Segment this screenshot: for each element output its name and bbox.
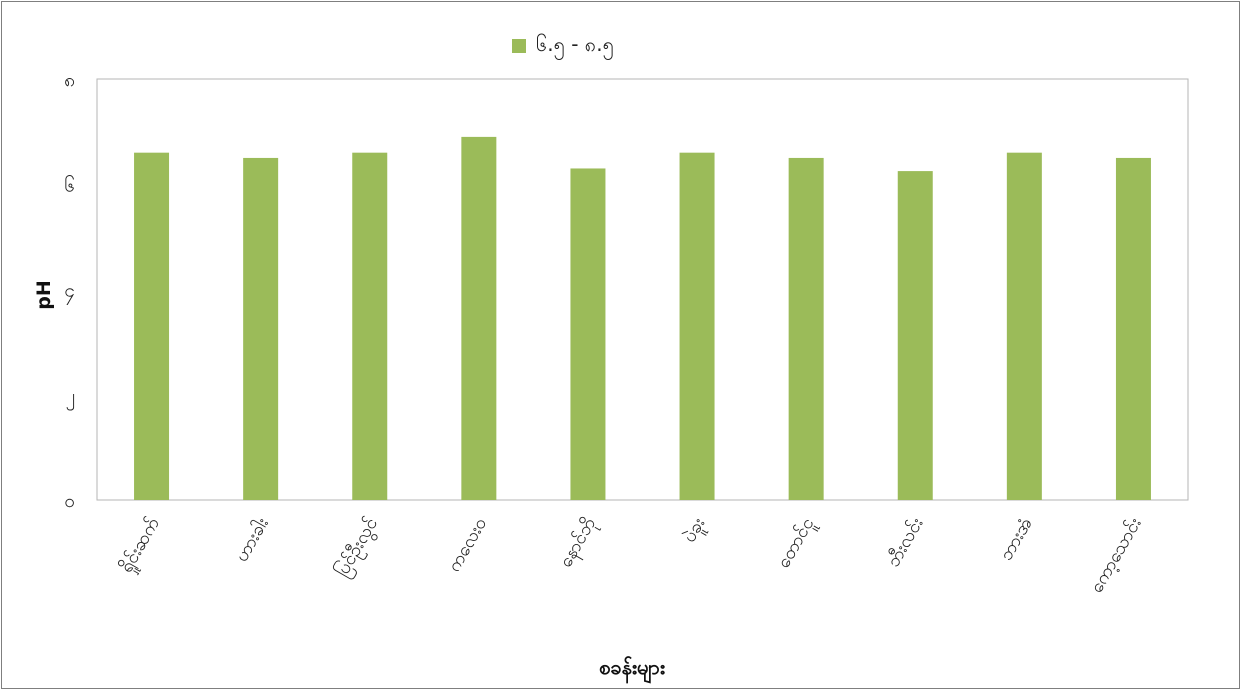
x-tick-label: ရှိုင်းဆက် xyxy=(116,514,167,578)
bar xyxy=(1115,157,1151,500)
bar xyxy=(352,152,388,501)
x-tick-label: ဘီးလင်း xyxy=(883,514,928,571)
y-axis-label: pH xyxy=(33,280,55,310)
y-tick-label: ၂ xyxy=(66,385,75,411)
y-tick-label: ၆ xyxy=(64,173,75,196)
bar xyxy=(243,157,279,500)
x-tick-label: ဘားအံ xyxy=(996,514,1037,564)
y-tick-label: ၈ xyxy=(64,69,75,91)
y-tick-label: ၄ xyxy=(64,280,75,306)
x-tick-label: တောင်ငူ xyxy=(773,514,821,573)
bar xyxy=(570,168,606,500)
bar xyxy=(897,171,933,500)
bar xyxy=(461,136,497,500)
x-tick-label: ဟားခါး xyxy=(231,514,273,566)
x-tick-label: ကော့သောင်း xyxy=(1086,514,1147,597)
plot-area xyxy=(96,78,1189,501)
y-tick-label: ၀ xyxy=(64,490,75,512)
x-tick-label: ကလေးဝ xyxy=(444,514,492,576)
legend-swatch xyxy=(512,39,526,53)
bar xyxy=(788,157,824,500)
bar xyxy=(679,152,715,501)
legend-label: ၆.၅ - ၈.၅ xyxy=(536,32,614,56)
x-tick-label: ပဲခူး xyxy=(679,514,712,548)
legend: ၆.၅ - ၈.၅ xyxy=(512,32,614,58)
bar xyxy=(134,152,170,501)
x-tick-label: နောင်ဘို xyxy=(555,514,603,573)
x-tick-label: ပြင်ဦးလွင် xyxy=(331,513,385,582)
x-axis-label: စခန်းများ xyxy=(599,655,665,679)
bar xyxy=(1006,152,1042,501)
